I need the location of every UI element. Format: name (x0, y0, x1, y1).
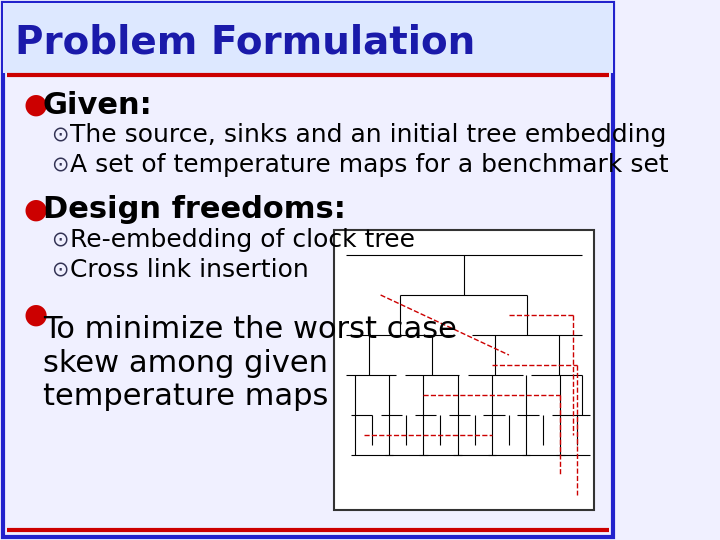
Text: ⊙: ⊙ (51, 155, 69, 175)
Text: Cross link insertion: Cross link insertion (70, 258, 309, 282)
Text: A set of temperature maps for a benchmark set: A set of temperature maps for a benchmar… (70, 153, 669, 177)
Text: ⊙: ⊙ (51, 125, 69, 145)
Text: ●: ● (24, 301, 48, 329)
Text: ⊙: ⊙ (51, 260, 69, 280)
Bar (3, 3, 613, 73)
Text: Design freedoms:: Design freedoms: (42, 195, 346, 225)
Text: The source, sinks and an initial tree embedding: The source, sinks and an initial tree em… (70, 123, 667, 147)
Text: ⊙: ⊙ (51, 230, 69, 250)
Text: To minimize the worst case
skew among given
temperature maps: To minimize the worst case skew among gi… (42, 315, 456, 411)
Text: Problem Formulation: Problem Formulation (15, 23, 476, 61)
Text: Given:: Given: (42, 91, 153, 119)
Text: ●: ● (24, 91, 48, 119)
Text: ●: ● (24, 196, 48, 224)
Text: Re-embedding of clock tree: Re-embedding of clock tree (70, 228, 415, 252)
Bar (333, 230, 595, 510)
